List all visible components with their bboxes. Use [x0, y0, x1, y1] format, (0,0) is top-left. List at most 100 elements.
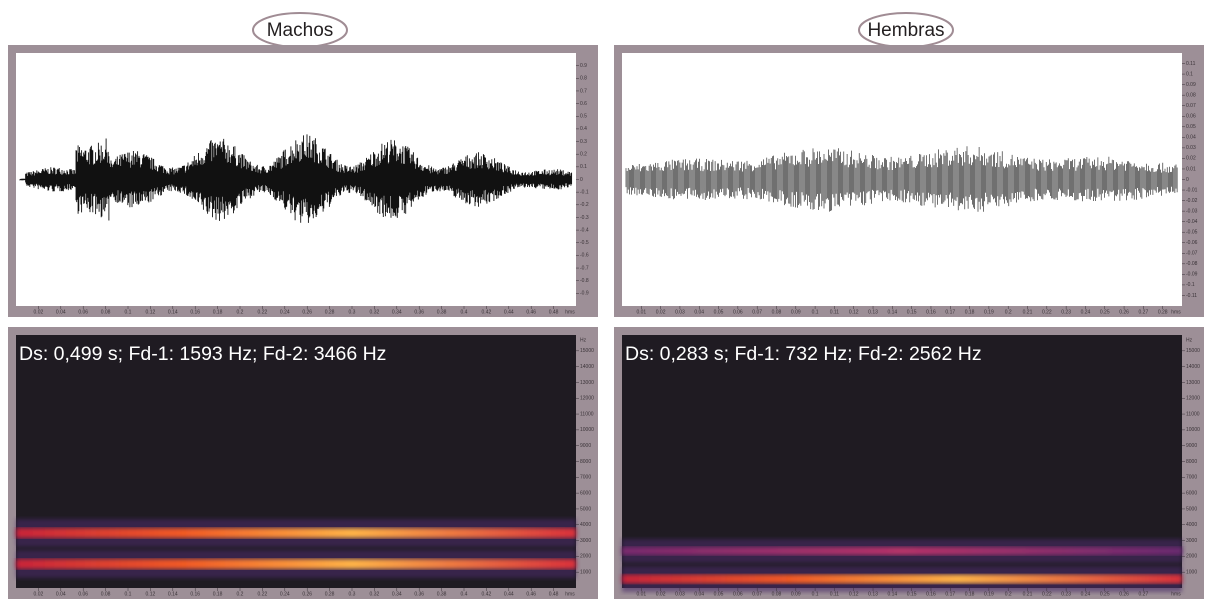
y-tick-label: 8000 [580, 459, 591, 465]
x-tick-label: 0.48 [549, 591, 559, 597]
x-tick-label: 0.32 [370, 591, 380, 597]
x-tick-label: 0.26 [1119, 591, 1129, 597]
x-tick-label: 0.4 [461, 309, 468, 315]
y-tick-label: -0.5 [580, 240, 589, 246]
x-tick-label: 0.14 [168, 309, 178, 315]
x-tick-label: 0.02 [34, 591, 44, 597]
y-tick-label: 7000 [580, 475, 591, 481]
x-tick-label: 0.18 [965, 309, 975, 315]
x-tick-label: 0.1 [812, 309, 819, 315]
y-tick-label: -0.6 [580, 253, 589, 259]
x-tick-label: 0.22 [258, 591, 268, 597]
x-tick-label: 0.25 [1100, 309, 1110, 315]
x-tick-label: 0.38 [437, 309, 447, 315]
x-tick-label: 0.12 [146, 309, 156, 315]
x-tick-label: 0.06 [733, 591, 743, 597]
x-tick-label: 0.46 [526, 309, 536, 315]
x-tick-label: 0.32 [370, 309, 380, 315]
x-tick-label: 0.04 [56, 591, 66, 597]
y-tick-label: -0.1 [1186, 282, 1195, 288]
x-tick-label: 0.12 [849, 309, 859, 315]
y-tick-label: 4000 [1186, 522, 1197, 528]
y-tick-label: 14000 [580, 364, 594, 370]
x-tick-label: 0.13 [868, 591, 878, 597]
x-tick-label: 0.27 [1139, 591, 1149, 597]
x-tick-label: 0.06 [733, 309, 743, 315]
x-tick-label: 0.24 [1081, 309, 1091, 315]
x-unit: hms [1171, 309, 1181, 315]
x-unit: hms [565, 309, 575, 315]
x-tick-label: 0.44 [504, 309, 514, 315]
x-tick-label: 0.16 [190, 591, 200, 597]
x-tick-label: 0.02 [656, 309, 666, 315]
y-tick-label: 0.02 [1186, 156, 1196, 162]
waveform [19, 134, 573, 223]
y-tick-label: -0.7 [580, 265, 589, 271]
spectral-band [16, 528, 576, 538]
y-tick-label: 0.8 [580, 76, 587, 82]
y-tick-label: -0.8 [580, 278, 589, 284]
y-tick-label: 0.05 [1186, 124, 1196, 130]
x-tick-label: 0.04 [56, 309, 66, 315]
x-tick-label: 0.22 [1042, 309, 1052, 315]
x-tick-label: 0.2 [1005, 591, 1012, 597]
y-tick-label: 0.2 [580, 152, 587, 158]
y-tick-label: -0.3 [580, 215, 589, 221]
x-tick-label: 0.34 [392, 591, 402, 597]
y-tick-label: 10000 [580, 427, 594, 433]
y-tick-label: 0.11 [1186, 61, 1196, 67]
x-tick-label: 0.11 [830, 591, 840, 597]
x-tick-label: 0.2 [1005, 309, 1012, 315]
x-tick-label: 0.26 [302, 309, 312, 315]
x-tick-label: 0.3 [349, 309, 356, 315]
y-tick-label: 6000 [1186, 490, 1197, 496]
x-tick-label: 0.09 [791, 309, 801, 315]
y-tick-label: 0.07 [1186, 103, 1196, 109]
x-tick-label: 0.15 [907, 309, 917, 315]
x-tick-label: 0.22 [1042, 591, 1052, 597]
x-tick-label: 0.23 [1061, 591, 1071, 597]
y-tick-label: 11000 [580, 411, 594, 417]
y-tick-label: -0.11 [1186, 293, 1197, 299]
x-tick-label: 0.19 [984, 591, 994, 597]
y-tick-label: 0.1 [580, 164, 587, 170]
x-tick-label: 0.16 [926, 309, 936, 315]
x-tick-label: 0.17 [945, 591, 955, 597]
y-tick-label: 5000 [580, 506, 591, 512]
spectral-band [16, 559, 576, 569]
x-tick-label: 0.18 [213, 591, 223, 597]
x-tick-label: 0.2 [237, 309, 244, 315]
y-unit: Hz [580, 337, 587, 343]
y-tick-label: -0.07 [1186, 251, 1198, 257]
y-tick-label: 7000 [1186, 475, 1197, 481]
x-tick-label: 0.03 [675, 591, 685, 597]
panel-label: Machos [267, 20, 334, 41]
spectral-band [622, 547, 1182, 555]
x-tick-label: 0.13 [868, 309, 878, 315]
y-tick-label: 0.5 [580, 114, 587, 120]
x-tick-label: 0.22 [258, 309, 268, 315]
x-tick-label: 0.18 [213, 309, 223, 315]
y-tick-label: 10000 [1186, 427, 1200, 433]
x-tick-label: 0.46 [526, 591, 536, 597]
y-tick-label: 1000 [580, 570, 591, 576]
x-tick-label: 0.08 [101, 309, 111, 315]
x-unit: hms [565, 591, 575, 597]
y-tick-label: -0.2 [580, 202, 589, 208]
y-tick-label: 0.09 [1186, 82, 1196, 88]
y-tick-label: 9000 [580, 443, 591, 449]
y-tick-label: -0.06 [1186, 240, 1198, 246]
x-tick-label: 0.4 [461, 591, 468, 597]
y-tick-label: -0.03 [1186, 208, 1198, 214]
x-tick-label: 0.1 [125, 309, 132, 315]
y-tick-label: 0.3 [580, 139, 587, 145]
x-tick-label: 0.28 [325, 309, 335, 315]
x-tick-label: 0.05 [714, 309, 724, 315]
x-tick-label: 0.08 [101, 591, 111, 597]
x-tick-label: 0.12 [849, 591, 859, 597]
y-tick-label: -0.05 [1186, 230, 1198, 236]
x-tick-label: 0.42 [482, 591, 492, 597]
x-tick-label: 0.24 [280, 591, 290, 597]
y-tick-label: 11000 [1186, 411, 1200, 417]
